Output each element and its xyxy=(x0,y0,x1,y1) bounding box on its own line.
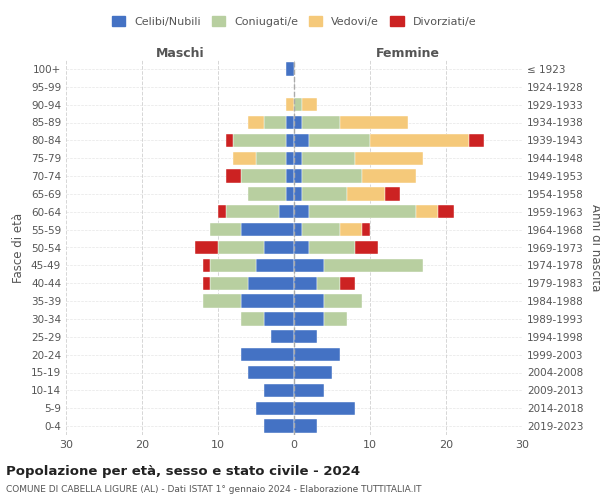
Bar xyxy=(211,223,241,236)
Bar xyxy=(355,152,423,165)
Bar xyxy=(340,223,362,236)
Bar xyxy=(233,134,286,147)
Bar xyxy=(340,276,355,290)
Bar xyxy=(302,170,362,183)
Bar xyxy=(294,98,302,112)
Bar xyxy=(347,187,385,200)
Bar xyxy=(294,276,317,290)
Bar xyxy=(416,205,439,218)
Bar xyxy=(241,223,294,236)
Bar xyxy=(294,258,325,272)
Bar xyxy=(294,348,340,362)
Bar xyxy=(294,402,355,415)
Bar xyxy=(286,134,294,147)
Bar xyxy=(294,330,317,344)
Bar xyxy=(286,187,294,200)
Bar xyxy=(241,170,286,183)
Bar xyxy=(355,241,377,254)
Bar xyxy=(211,258,256,272)
Bar xyxy=(309,134,370,147)
Text: Femmine: Femmine xyxy=(376,47,440,60)
Bar xyxy=(211,276,248,290)
Bar xyxy=(241,294,294,308)
Bar xyxy=(256,258,294,272)
Bar xyxy=(286,170,294,183)
Bar xyxy=(256,152,286,165)
Bar xyxy=(294,384,325,397)
Bar xyxy=(302,223,340,236)
Bar xyxy=(256,402,294,415)
Bar xyxy=(309,241,355,254)
Bar xyxy=(294,312,325,326)
Bar xyxy=(385,187,400,200)
Bar xyxy=(195,241,218,254)
Bar xyxy=(294,241,309,254)
Bar xyxy=(302,187,347,200)
Y-axis label: Anni di nascita: Anni di nascita xyxy=(589,204,600,291)
Bar xyxy=(203,258,211,272)
Bar xyxy=(279,205,294,218)
Bar xyxy=(294,116,302,129)
Bar xyxy=(325,312,347,326)
Bar xyxy=(325,294,362,308)
Bar xyxy=(302,152,355,165)
Bar xyxy=(294,223,302,236)
Bar xyxy=(241,348,294,362)
Text: Maschi: Maschi xyxy=(155,47,205,60)
Bar xyxy=(203,294,241,308)
Bar xyxy=(218,205,226,218)
Bar xyxy=(317,276,340,290)
Text: COMUNE DI CABELLA LIGURE (AL) - Dati ISTAT 1° gennaio 2024 - Elaborazione TUTTIT: COMUNE DI CABELLA LIGURE (AL) - Dati IST… xyxy=(6,485,421,494)
Bar xyxy=(439,205,454,218)
Bar xyxy=(294,366,332,379)
Bar xyxy=(203,276,211,290)
Bar xyxy=(248,276,294,290)
Bar xyxy=(218,241,263,254)
Bar xyxy=(226,205,279,218)
Text: Popolazione per età, sesso e stato civile - 2024: Popolazione per età, sesso e stato civil… xyxy=(6,465,360,478)
Bar xyxy=(294,294,325,308)
Bar xyxy=(226,134,233,147)
Bar xyxy=(271,330,294,344)
Bar xyxy=(286,116,294,129)
Bar xyxy=(362,223,370,236)
Bar xyxy=(248,366,294,379)
Bar xyxy=(302,116,340,129)
Bar xyxy=(263,241,294,254)
Bar xyxy=(294,420,317,433)
Bar xyxy=(325,258,423,272)
Bar xyxy=(309,205,416,218)
Legend: Celibi/Nubili, Coniugati/e, Vedovi/e, Divorziati/e: Celibi/Nubili, Coniugati/e, Vedovi/e, Di… xyxy=(109,13,479,30)
Bar xyxy=(226,170,241,183)
Bar xyxy=(263,384,294,397)
Bar xyxy=(263,116,286,129)
Bar xyxy=(263,420,294,433)
Bar xyxy=(340,116,408,129)
Bar xyxy=(362,170,416,183)
Bar xyxy=(263,312,294,326)
Bar xyxy=(294,134,309,147)
Bar xyxy=(286,62,294,76)
Bar xyxy=(302,98,317,112)
Bar xyxy=(370,134,469,147)
Bar xyxy=(469,134,484,147)
Bar xyxy=(294,187,302,200)
Bar xyxy=(233,152,256,165)
Bar xyxy=(248,187,286,200)
Bar xyxy=(294,170,302,183)
Y-axis label: Fasce di età: Fasce di età xyxy=(13,212,25,282)
Bar xyxy=(248,116,263,129)
Bar xyxy=(294,205,309,218)
Bar xyxy=(286,152,294,165)
Bar xyxy=(286,98,294,112)
Bar xyxy=(241,312,263,326)
Bar xyxy=(294,152,302,165)
